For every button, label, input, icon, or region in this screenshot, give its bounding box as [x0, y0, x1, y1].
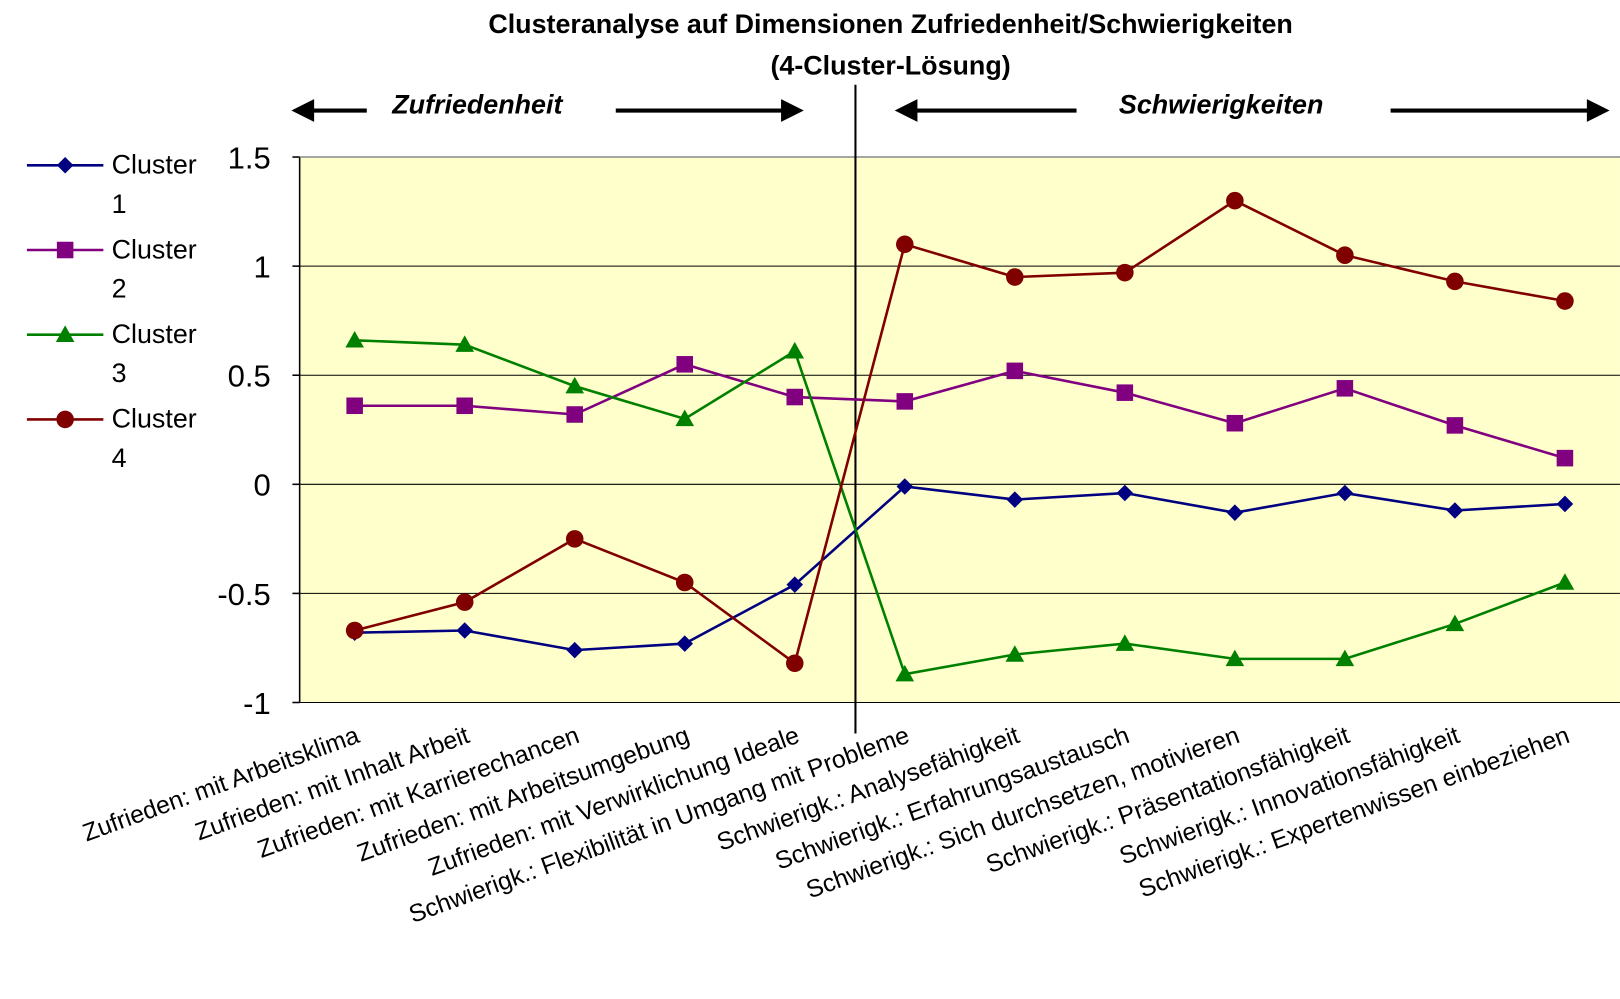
chart-title: Clusteranalyse auf Dimensionen Zufrieden… [488, 9, 1292, 39]
marker [1446, 417, 1464, 434]
legend-label: Cluster 1 [111, 148, 197, 220]
line [354, 199, 1566, 666]
marker [1335, 649, 1355, 667]
marker [56, 241, 74, 259]
marker [456, 397, 473, 415]
marker [455, 593, 474, 611]
legend-item: Cluster 2 [111, 233, 197, 304]
legend-item: Cluster 4 [111, 402, 197, 474]
marker [1226, 191, 1244, 210]
marker [1116, 484, 1134, 502]
marker [896, 235, 914, 254]
arrow-head [894, 99, 918, 122]
marker [676, 356, 694, 373]
marker [1556, 449, 1574, 467]
legend-label: Cluster 2 [111, 233, 197, 304]
legend-label: Cluster 4 [111, 402, 197, 474]
y-tick-label: 0.5 [228, 359, 271, 394]
marker [566, 641, 583, 659]
y-tick-label: -0.5 [217, 577, 270, 612]
marker [1336, 380, 1354, 397]
legend-label: Cluster 3 [111, 318, 197, 389]
marker [56, 157, 74, 174]
marker [1005, 645, 1025, 662]
marker [1555, 573, 1575, 590]
marker [785, 654, 804, 673]
marker [1556, 292, 1574, 310]
marker [1116, 263, 1134, 282]
marker [1446, 502, 1464, 519]
marker [565, 530, 584, 548]
series [345, 331, 1575, 682]
plot-background [299, 157, 1620, 703]
marker [1226, 504, 1244, 521]
chart-subtitle: (4-Cluster-Lösung) [770, 50, 1010, 80]
marker [675, 573, 694, 592]
series [345, 191, 1574, 673]
arrows [291, 99, 1610, 122]
marker [566, 406, 583, 423]
marker [456, 622, 473, 639]
series [346, 356, 1574, 467]
marker [1445, 614, 1465, 632]
y-tick-label: 1 [253, 249, 270, 284]
marker [786, 388, 804, 406]
marker [1225, 649, 1245, 667]
y-tick-label: -1 [243, 686, 271, 721]
plot-area: -1 -0.5 0 0.5 1 1.5 [217, 140, 1620, 721]
marker [1115, 634, 1135, 651]
line [354, 362, 1566, 460]
arrow-head [1586, 99, 1610, 122]
marker [345, 621, 364, 640]
marker [346, 397, 363, 415]
marker [675, 409, 695, 427]
marker [345, 331, 364, 348]
marker [896, 393, 914, 410]
line [354, 339, 1566, 676]
y-tick-label: 0 [253, 468, 270, 503]
legend-item: Cluster 3 [111, 318, 197, 389]
marker [565, 376, 585, 394]
arrow-head [781, 99, 804, 122]
marker [56, 410, 74, 429]
marker [1116, 384, 1134, 401]
marker [895, 664, 915, 682]
marker [1226, 414, 1244, 432]
y-tick-label: 1.5 [228, 140, 271, 175]
marker [1006, 362, 1024, 380]
annotation: Zufriedenheit [391, 90, 563, 120]
annotation: Schwierigkeiten [1119, 90, 1324, 120]
arrow-head [291, 99, 315, 122]
marker [786, 576, 804, 593]
line [354, 485, 1566, 652]
legend-item: Cluster 1 [111, 148, 197, 220]
marker [676, 635, 694, 652]
marker [785, 341, 805, 359]
marker [1336, 246, 1354, 264]
marker [55, 325, 75, 342]
marker [455, 335, 474, 352]
marker [1006, 268, 1024, 286]
marker [1446, 272, 1464, 291]
